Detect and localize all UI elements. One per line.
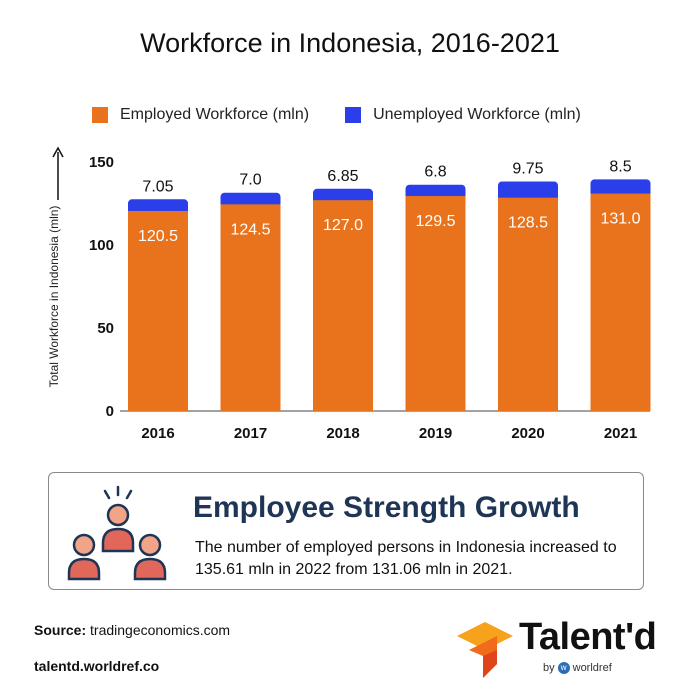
- data-label-unemployed: 6.85: [327, 168, 358, 185]
- data-label-unemployed: 7.0: [239, 172, 261, 189]
- bar-employed: [220, 204, 281, 411]
- legend-item-unemployed: Unemployed Workforce (mln): [345, 106, 581, 124]
- y-tick-label: 50: [97, 320, 114, 337]
- y-tick-label: 0: [106, 403, 114, 420]
- legend-swatch-employed: [92, 107, 108, 123]
- bar-unemployed: [498, 181, 558, 202]
- source-value: tradingeconomics.com: [90, 622, 231, 638]
- brand-logo: Talent'd by w worldref: [455, 616, 685, 686]
- x-tick-label: 2020: [511, 425, 544, 442]
- bar-employed: [590, 193, 651, 411]
- brand-byline: by w worldref: [543, 662, 612, 674]
- bar-employed: [313, 200, 373, 411]
- brand-partner: worldref: [572, 662, 612, 674]
- talentd-logo-icon: [457, 622, 513, 678]
- y-axis-arrow-head: [52, 146, 64, 158]
- brand-by: by: [543, 662, 555, 674]
- y-axis-title: Total Workforce in Indonesia (mln): [47, 206, 61, 388]
- data-label-unemployed: 6.8: [424, 164, 446, 181]
- info-card: Employee Strength Growth The number of e…: [48, 472, 644, 590]
- x-tick-label: 2019: [419, 425, 452, 442]
- card-heading: Employee Strength Growth: [193, 491, 580, 524]
- x-tick-label: 2017: [234, 425, 267, 442]
- data-label-employed: 124.5: [230, 221, 270, 238]
- data-label-employed: 129.5: [415, 213, 455, 230]
- data-label-employed: 131.0: [600, 211, 640, 228]
- chart-legend: Employed Workforce (mln) Unemployed Work…: [92, 106, 617, 124]
- site-url: talentd.worldref.co: [34, 658, 160, 674]
- stacked-bar-chart: Total Workforce in Indonesia (mln) 0 50 100…: [47, 146, 651, 442]
- data-label-unemployed: 8.5: [609, 158, 631, 175]
- bar-employed: [405, 196, 466, 411]
- worldref-icon: w: [557, 662, 570, 674]
- legend-swatch-unemployed: [345, 107, 362, 123]
- chart-title: Workforce in Indonesia, 2016-2021: [140, 28, 560, 58]
- legend-item-employed: Employed Workforce (mln): [92, 106, 309, 124]
- y-tick-label: 150: [89, 154, 114, 171]
- card-text: The number of employed persons in Indone…: [195, 539, 617, 578]
- legend-label-employed: Employed Workforce (mln): [120, 106, 310, 123]
- x-tick-label: 2016: [141, 425, 174, 442]
- legend-label-unemployed: Unemployed Workforce (mln): [373, 106, 581, 123]
- data-label-unemployed: 9.75: [512, 161, 543, 178]
- data-label-employed: 128.5: [508, 215, 548, 232]
- data-label-unemployed: 7.05: [142, 178, 173, 195]
- x-tick-label: 2018: [326, 425, 359, 442]
- data-label-employed: 120.5: [138, 228, 178, 245]
- bar-employed: [128, 210, 188, 411]
- people-group-icon: [67, 485, 167, 581]
- source-label: Source:: [34, 622, 87, 638]
- x-tick-label: 2021: [604, 425, 637, 442]
- brand-name: Talent'd: [519, 616, 657, 658]
- bar-unemployed: [590, 179, 651, 198]
- y-tick-label: 100: [89, 237, 114, 254]
- data-label-employed: 127.0: [323, 217, 363, 234]
- source-line: Source: tradingeconomics.com: [34, 622, 230, 638]
- bar-employed: [498, 197, 558, 411]
